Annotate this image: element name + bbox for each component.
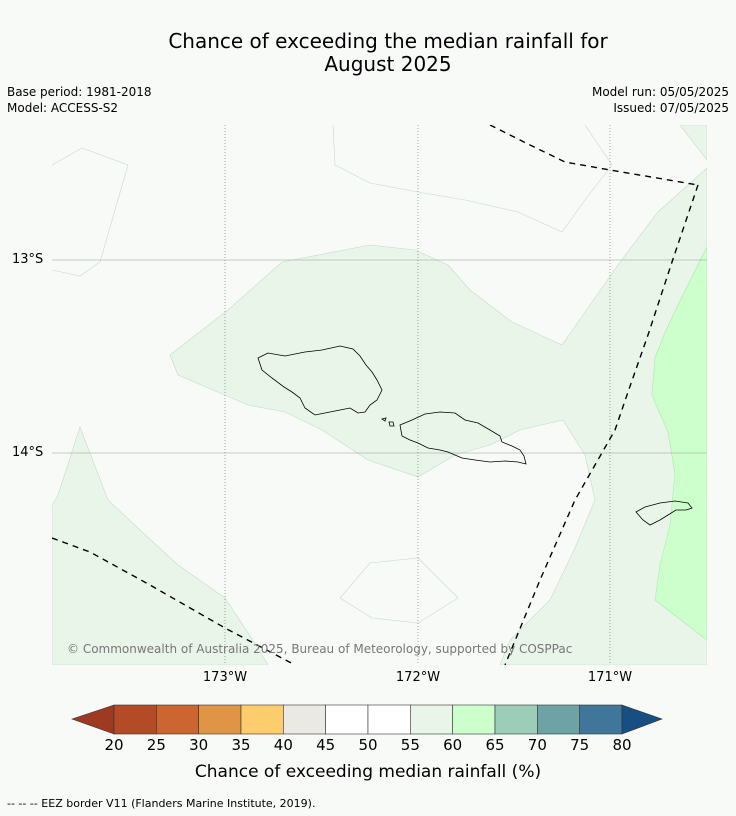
model-run: Model run: 05/05/2025 bbox=[591, 85, 729, 99]
apolima-islet bbox=[381, 417, 387, 422]
colorbar-tick-label: 30 bbox=[189, 736, 209, 754]
contour-outline-northwest bbox=[52, 147, 129, 277]
meta-right: Model run: 05/05/2025 Issued: 07/05/2025 bbox=[592, 84, 729, 116]
contour-outline-north bbox=[332, 125, 613, 233]
colorbar-tick-label: 40 bbox=[273, 736, 293, 754]
base-period: Base period: 1981-2018 bbox=[7, 85, 152, 99]
colorbar-tick-label: 35 bbox=[231, 736, 251, 754]
savaii-island bbox=[257, 345, 383, 416]
colorbar-cell bbox=[156, 704, 199, 735]
map-title: Chance of exceeding the median rainfall … bbox=[0, 30, 736, 76]
colorbar-cell bbox=[198, 704, 242, 735]
lat-label-14s: 14°S bbox=[12, 445, 44, 460]
colorbar-cell bbox=[113, 704, 157, 735]
colorbar-cell bbox=[283, 704, 326, 735]
colorbar-cell bbox=[452, 704, 496, 735]
colorbar-tick-label: 55 bbox=[400, 736, 420, 754]
colorbar-tick-label: 60 bbox=[443, 736, 463, 754]
contour-55-60-topright bbox=[679, 125, 707, 161]
tutuila-island bbox=[635, 500, 693, 526]
contour-55-60-southwest bbox=[52, 426, 269, 665]
title-line-2: August 2025 bbox=[324, 52, 452, 76]
title-line-1: Chance of exceeding the median rainfall … bbox=[168, 29, 608, 53]
colorbar-tick-label: 65 bbox=[485, 736, 505, 754]
copyright-notice: © Commonwealth of Australia 2025, Bureau… bbox=[67, 642, 573, 656]
colorbar-tick-label: 70 bbox=[527, 736, 547, 754]
colorbar-title: Chance of exceeding median rainfall (%) bbox=[194, 762, 542, 782]
eez-border-southwest bbox=[52, 537, 296, 665]
colorbar-cell bbox=[410, 704, 453, 735]
lat-label-13s: 13°S bbox=[12, 252, 44, 267]
colorbar-cell bbox=[494, 704, 538, 735]
lon-label-172w: 172°W bbox=[395, 670, 441, 685]
eez-border-north bbox=[489, 125, 699, 186]
manono-islet bbox=[388, 421, 395, 427]
colorbar-tick-label: 25 bbox=[146, 736, 166, 754]
lon-label-173w: 173°W bbox=[202, 670, 248, 685]
model-name: Model: ACCESS-S2 bbox=[7, 101, 119, 115]
eez-legend-note: -- -- -- EEZ border V11 (Flanders Marine… bbox=[7, 797, 316, 810]
eez-border-east bbox=[504, 184, 699, 665]
colorbar-tick-label: 50 bbox=[358, 736, 378, 754]
colorbar-cell bbox=[240, 704, 284, 735]
colorbar-cell bbox=[367, 704, 411, 735]
colorbar bbox=[71, 704, 663, 735]
contour-60-65-east bbox=[651, 246, 707, 641]
colorbar-tick-label: 80 bbox=[612, 736, 632, 754]
colorbar-extend-high bbox=[621, 704, 663, 735]
issued-date: Issued: 07/05/2025 bbox=[613, 101, 729, 115]
colorbar-tick-label: 75 bbox=[570, 736, 590, 754]
colorbar-tick-label: 20 bbox=[104, 736, 124, 754]
meta-left: Base period: 1981-2018 Model: ACCESS-S2 bbox=[7, 84, 152, 116]
colorbar-cell bbox=[579, 704, 623, 735]
colorbar-cells bbox=[113, 704, 623, 735]
upolu-island bbox=[399, 411, 527, 465]
colorbar-extend-low bbox=[71, 704, 115, 735]
colorbar-cell bbox=[537, 704, 580, 735]
lon-label-171w: 171°W bbox=[587, 670, 633, 685]
colorbar-cell bbox=[325, 704, 369, 735]
contour-outline-south bbox=[339, 557, 459, 624]
colorbar-tick-label: 45 bbox=[316, 736, 336, 754]
